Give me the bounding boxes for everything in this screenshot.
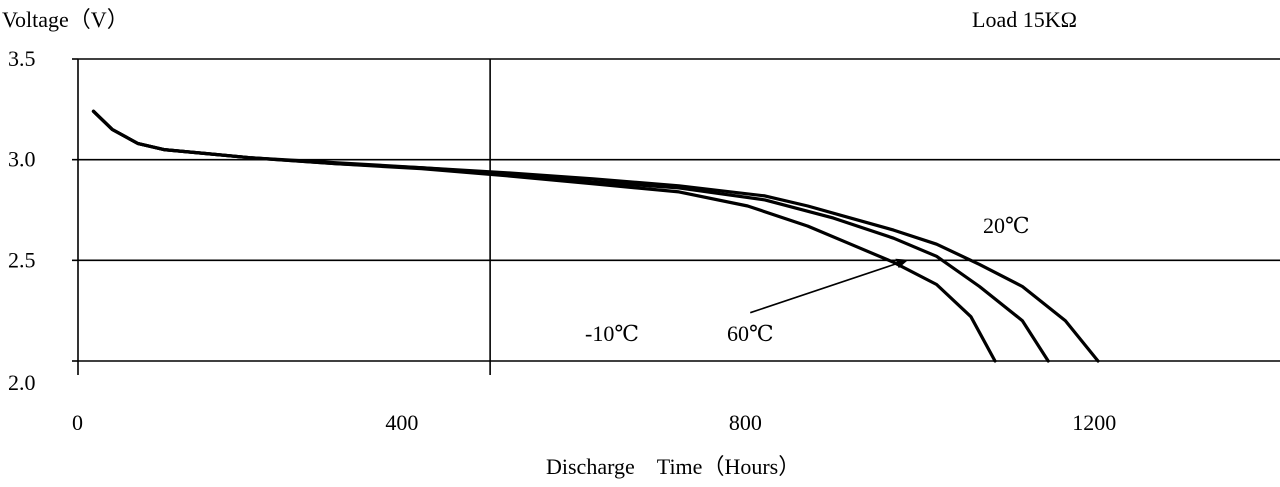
curve-arrow xyxy=(750,258,909,314)
curve-label: -10℃ xyxy=(585,321,639,346)
x-axis-title: Discharge Time（Hours） xyxy=(546,454,800,479)
series-line--10C xyxy=(91,109,997,363)
grid-layer: 2.0 2.5 3.0 3.5 0 400 800 1200 xyxy=(8,46,1280,435)
annotation-layer: 20℃ -10℃ 60℃ xyxy=(585,213,1030,346)
load-annotation: Load 15KΩ xyxy=(972,7,1077,32)
x-tick-label: 800 xyxy=(729,410,762,435)
y-tick-label: 3.0 xyxy=(8,147,36,172)
x-tick-label: 400 xyxy=(385,410,418,435)
y-tick-label: 2.5 xyxy=(8,247,36,272)
y-tick-label: 2.0 xyxy=(8,370,36,395)
x-tick-label: 0 xyxy=(72,410,83,435)
curve-label: 60℃ xyxy=(727,321,774,346)
series-line-20C xyxy=(91,109,1100,363)
y-tick-label: 3.5 xyxy=(8,46,36,71)
x-tick-label: 1200 xyxy=(1072,410,1116,435)
y-axis-title: Voltage（V） xyxy=(2,7,129,32)
curve-label: 20℃ xyxy=(983,213,1030,238)
series-line-60C xyxy=(91,109,1050,363)
